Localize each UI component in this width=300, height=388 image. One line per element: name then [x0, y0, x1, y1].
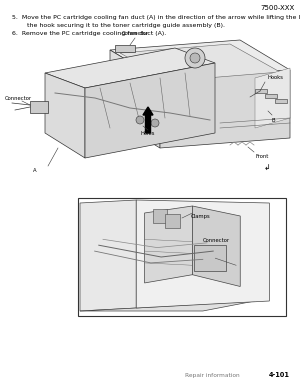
Bar	[265, 94, 277, 98]
Polygon shape	[192, 206, 240, 286]
Text: Front: Front	[256, 154, 269, 159]
Text: Clamps: Clamps	[190, 214, 210, 219]
Polygon shape	[136, 200, 269, 308]
Polygon shape	[110, 50, 160, 148]
Bar	[153, 209, 167, 223]
Circle shape	[151, 119, 159, 127]
Bar	[255, 89, 267, 93]
Text: 6.  Remove the PC cartridge cooling fan duct (A).: 6. Remove the PC cartridge cooling fan d…	[12, 31, 166, 36]
FancyArrow shape	[143, 107, 153, 133]
Polygon shape	[80, 301, 255, 311]
Bar	[275, 99, 287, 103]
Text: 4-101: 4-101	[269, 372, 290, 378]
Circle shape	[136, 116, 144, 124]
Text: ↲: ↲	[264, 164, 271, 173]
Polygon shape	[255, 68, 290, 128]
Text: A: A	[33, 168, 37, 173]
Polygon shape	[160, 70, 290, 148]
Text: Connector: Connector	[5, 95, 32, 100]
Circle shape	[185, 48, 205, 68]
Bar	[30, 101, 48, 113]
Polygon shape	[85, 63, 215, 158]
Bar	[194, 245, 226, 271]
Circle shape	[190, 53, 200, 63]
Bar	[78, 198, 286, 316]
Polygon shape	[80, 200, 136, 311]
Text: Connector: Connector	[203, 238, 230, 243]
Polygon shape	[120, 44, 280, 81]
Text: Hooks: Hooks	[267, 75, 283, 80]
Text: 5.  Move the PC cartridge cooling fan duct (A) in the direction of the arrow whi: 5. Move the PC cartridge cooling fan duc…	[12, 15, 300, 20]
Polygon shape	[110, 40, 290, 80]
Bar	[165, 214, 180, 228]
Text: Holes: Holes	[141, 131, 155, 136]
Polygon shape	[45, 73, 85, 158]
Text: B: B	[272, 118, 276, 123]
Text: Connector: Connector	[122, 31, 148, 36]
Text: the hook securing it to the toner cartridge guide assembly (B).: the hook securing it to the toner cartri…	[17, 23, 225, 28]
Polygon shape	[145, 206, 192, 283]
Text: 7500-XXX: 7500-XXX	[261, 5, 295, 11]
Polygon shape	[45, 48, 215, 88]
Text: Repair information: Repair information	[185, 373, 240, 378]
Bar	[115, 45, 135, 52]
